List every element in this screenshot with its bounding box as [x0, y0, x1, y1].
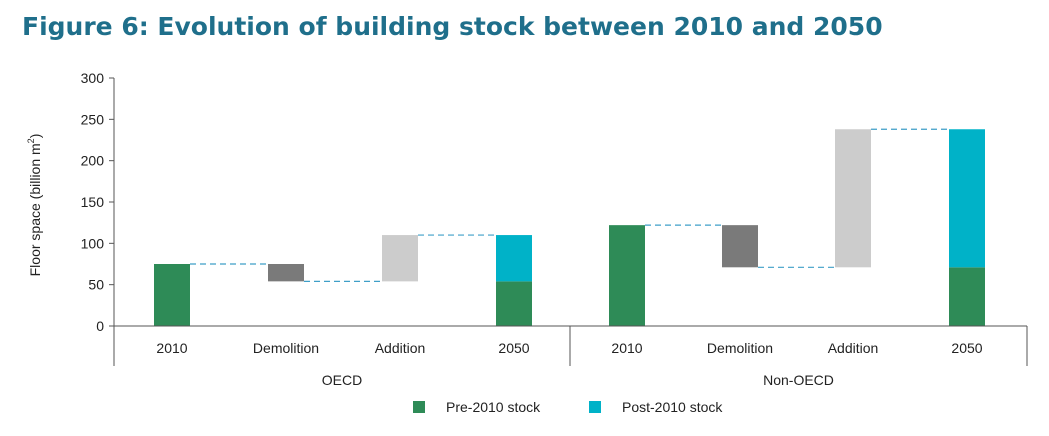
- bar-segment-pre: [496, 281, 532, 326]
- bar-segment-addition: [835, 129, 871, 268]
- bar-segment-pre: [154, 264, 190, 326]
- legend-label: Post-2010 stock: [622, 399, 723, 415]
- x-tick-label: Addition: [375, 340, 426, 356]
- bar-segment-addition: [382, 235, 418, 282]
- x-tick-label: 2010: [156, 340, 187, 356]
- bar-segment-post: [949, 129, 985, 268]
- y-axis-label-text: Floor space (billion m: [27, 143, 43, 276]
- bar-segment-demolition: [722, 225, 758, 268]
- x-tick-label: 2010: [611, 340, 642, 356]
- x-tick-label: Demolition: [253, 340, 319, 356]
- connector-lines: [190, 128, 949, 282]
- x-tick-label: Demolition: [707, 340, 773, 356]
- y-tick-label: 0: [96, 318, 104, 334]
- x-tick-label: Addition: [828, 340, 879, 356]
- bars: [154, 129, 985, 326]
- bar-segment-post: [496, 235, 532, 282]
- y-tick-label: 100: [81, 235, 105, 251]
- y-tick-label: 250: [81, 111, 105, 127]
- y-axis-label-suffix: ): [27, 134, 43, 139]
- y-tick-label: 50: [88, 277, 104, 293]
- y-axis-label-superscript: 2: [26, 138, 36, 143]
- legend-swatch-post: [589, 401, 601, 413]
- x-tick-label: 2050: [498, 340, 529, 356]
- y-tick-label: 150: [81, 194, 105, 210]
- y-tick-label: 300: [81, 70, 105, 86]
- chart-title: Figure 6: Evolution of building stock be…: [22, 12, 883, 41]
- y-tick-label: 200: [81, 153, 105, 169]
- legend-label: Pre-2010 stock: [446, 399, 541, 415]
- x-axis: 2010 Demolition Addition 2050 OECD 2010 Demoli…: [113, 325, 1028, 388]
- y-axis-label: Floor space (billion m2): [26, 134, 43, 277]
- bar-segment-pre: [949, 267, 985, 326]
- bar-segment-pre: [609, 225, 645, 326]
- group-label: Non-OECD: [763, 372, 834, 388]
- y-axis: 0 50 100 150 200 250 300: [81, 70, 115, 334]
- group-label: OECD: [322, 372, 362, 388]
- bar-segment-demolition: [268, 264, 304, 282]
- legend: Pre-2010 stock Post-2010 stock: [413, 399, 723, 415]
- legend-swatch-pre: [413, 401, 425, 413]
- x-tick-label: 2050: [951, 340, 982, 356]
